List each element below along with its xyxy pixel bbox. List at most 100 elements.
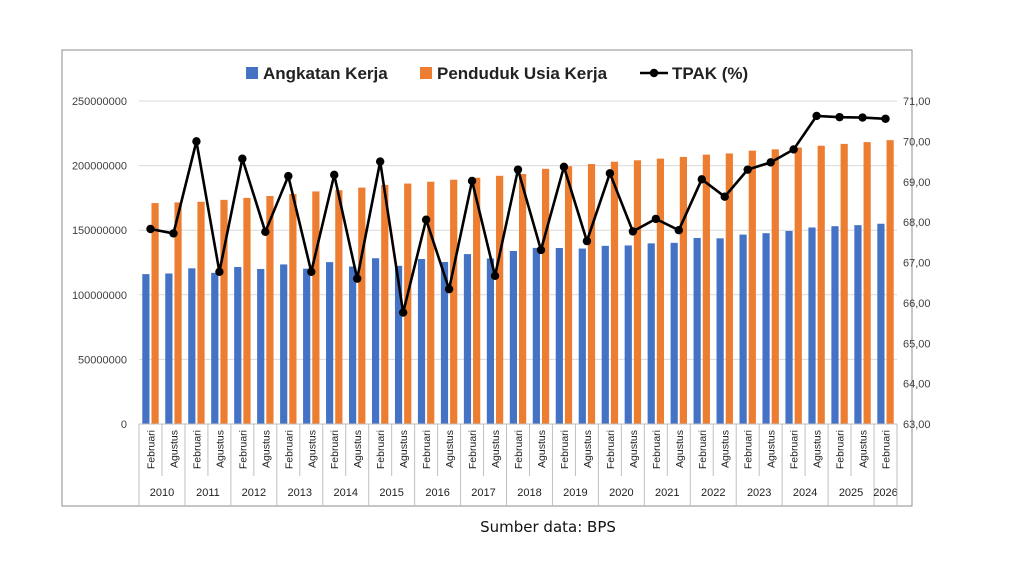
penduduk-usia-kerja-bar xyxy=(541,168,550,424)
year-label: 2011 xyxy=(196,487,220,499)
legend-angkatan-kerja-swatch xyxy=(246,67,258,79)
x-tick-label: Februari xyxy=(145,430,157,469)
tpak-point xyxy=(192,137,201,146)
x-tick-label: Agustus xyxy=(628,430,640,468)
x-tick-label: Agustus xyxy=(858,430,870,468)
year-label: 2014 xyxy=(333,487,357,499)
penduduk-usia-kerja-bar xyxy=(679,156,687,424)
year-label: 2024 xyxy=(793,487,817,499)
x-tick-label: Agustus xyxy=(260,430,272,468)
angkatan-kerja-bar xyxy=(280,264,288,424)
y-right-tick-label: 70,00 xyxy=(903,136,931,148)
tpak-point xyxy=(674,226,683,235)
penduduk-usia-kerja-bar xyxy=(564,166,573,424)
x-tick-label: Agustus xyxy=(352,430,364,468)
x-tick-label: Agustus xyxy=(674,430,686,468)
x-tick-label: Agustus xyxy=(766,430,778,468)
penduduk-usia-kerja-bar xyxy=(243,197,251,424)
x-tick-label: Februari xyxy=(789,430,801,469)
tpak-point xyxy=(697,175,706,184)
x-tick-label: Februari xyxy=(605,430,617,469)
tpak-point xyxy=(353,274,362,283)
penduduk-usia-kerja-bar xyxy=(702,154,710,425)
angkatan-kerja-bar xyxy=(303,268,311,424)
penduduk-usia-kerja-bar xyxy=(496,175,504,424)
tpak-point xyxy=(743,165,752,174)
penduduk-usia-kerja-bar xyxy=(289,194,297,424)
year-label: 2012 xyxy=(242,487,266,499)
y-right-tick-label: 66,00 xyxy=(903,298,931,310)
y-right-tick-label: 68,00 xyxy=(903,217,931,229)
angkatan-kerja-bar xyxy=(326,262,334,424)
penduduk-usia-kerja-bar xyxy=(381,184,389,424)
tpak-point xyxy=(215,267,224,276)
angkatan-kerja-bar xyxy=(716,238,724,424)
x-tick-label: Agustus xyxy=(214,430,226,468)
year-label: 2016 xyxy=(425,487,449,499)
angkatan-kerja-bar xyxy=(624,245,632,424)
penduduk-usia-kerja-bar xyxy=(886,140,894,425)
penduduk-usia-kerja-bar xyxy=(748,150,756,424)
source-note: Sumber data: BPS xyxy=(480,518,616,536)
penduduk-usia-kerja-bar xyxy=(358,187,366,424)
angkatan-kerja-bar xyxy=(394,265,403,424)
x-tick-label: Februari xyxy=(375,430,387,469)
angkatan-kerja-bar xyxy=(417,259,426,424)
year-label: 2019 xyxy=(563,487,587,499)
y-right-tick-label: 69,00 xyxy=(903,177,931,189)
angkatan-kerja-bar xyxy=(601,245,609,424)
x-tick-label: Agustus xyxy=(444,430,456,468)
penduduk-usia-kerja-bar xyxy=(266,195,274,424)
tpak-point xyxy=(330,170,339,180)
year-label: 2021 xyxy=(655,487,679,499)
x-tick-label: Februari xyxy=(513,430,525,469)
tpak-point xyxy=(261,227,270,237)
y-right-tick-label: 64,00 xyxy=(903,379,931,391)
penduduk-usia-kerja-bar xyxy=(151,203,159,424)
y-left-tick-label: 250000000 xyxy=(72,96,127,108)
tpak-point xyxy=(582,236,592,246)
tpak-point xyxy=(490,271,500,281)
tpak-point xyxy=(169,229,178,238)
angkatan-kerja-bar xyxy=(808,227,816,424)
penduduk-usia-kerja-bar xyxy=(427,181,435,424)
penduduk-usia-kerja-bar xyxy=(473,177,481,424)
angkatan-kerja-bar xyxy=(142,274,150,424)
x-tick-label: Februari xyxy=(467,430,479,469)
angkatan-kerja-bar xyxy=(555,248,563,424)
angkatan-kerja-bar xyxy=(486,258,495,424)
year-label: 2025 xyxy=(839,487,863,499)
legend-angkatan-kerja-label: Angkatan Kerja xyxy=(263,64,388,83)
penduduk-usia-kerja-bar xyxy=(335,190,343,424)
angkatan-kerja-bar xyxy=(509,251,517,424)
year-label: 2020 xyxy=(609,487,633,499)
tpak-point xyxy=(628,227,638,236)
angkatan-kerja-bar xyxy=(188,268,196,424)
tpak-point xyxy=(651,214,661,224)
x-tick-label: Agustus xyxy=(720,430,732,468)
x-tick-label: Agustus xyxy=(398,430,410,468)
year-label: 2026 xyxy=(873,487,897,499)
angkatan-kerja-bar xyxy=(877,223,885,424)
x-tick-label: Februari xyxy=(283,430,295,469)
tpak-point xyxy=(559,162,569,172)
x-tick-label: Agustus xyxy=(536,430,548,468)
x-tick-label: Februari xyxy=(743,430,755,469)
x-tick-label: Agustus xyxy=(812,430,824,468)
year-label: 2017 xyxy=(471,487,495,499)
year-label: 2015 xyxy=(379,487,403,499)
penduduk-usia-kerja-bar xyxy=(220,199,228,424)
tpak-point xyxy=(835,112,844,122)
year-label: 2010 xyxy=(150,487,174,499)
tpak-point xyxy=(766,158,775,167)
tpak-point xyxy=(284,171,293,181)
tpak-point xyxy=(421,215,431,224)
penduduk-usia-kerja-bar xyxy=(771,149,779,424)
penduduk-usia-kerja-bar xyxy=(312,191,320,424)
penduduk-usia-kerja-bar xyxy=(587,164,596,424)
tpak-point xyxy=(307,267,316,276)
angkatan-kerja-bar xyxy=(211,272,219,424)
angkatan-kerja-bar xyxy=(785,230,793,424)
x-tick-label: Agustus xyxy=(490,430,502,468)
